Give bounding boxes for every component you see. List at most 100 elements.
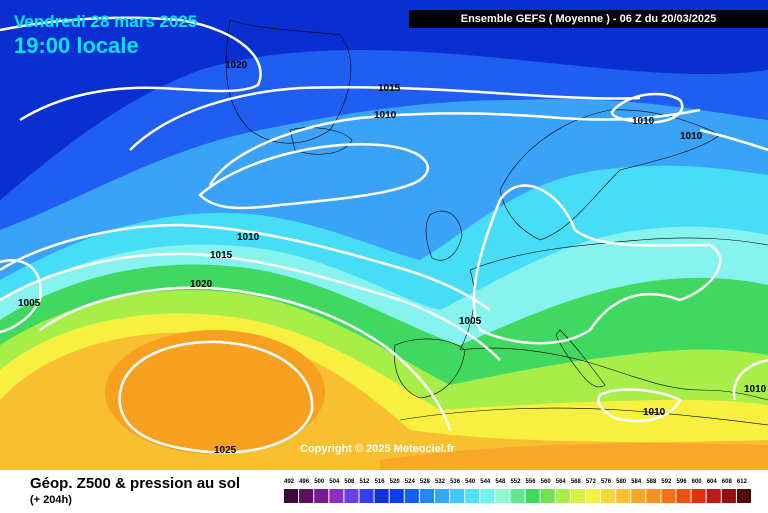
scale-swatch	[525, 489, 540, 503]
scale-value: 496	[299, 479, 310, 485]
model-run-info: Ensemble GEFS ( Moyenne ) - 06 Z du 20/0…	[409, 10, 768, 28]
isobar-label: 1015	[210, 250, 233, 261]
scale-swatch	[631, 489, 646, 503]
scale-swatch	[480, 489, 495, 503]
scale-swatch	[661, 489, 676, 503]
scale-swatch	[510, 489, 525, 503]
scale-swatch	[721, 489, 736, 503]
scale-value: 500	[314, 479, 325, 485]
scale-value: 584	[631, 479, 642, 485]
legend-footer: Géop. Z500 & pression au sol (+ 204h) 49…	[0, 470, 768, 512]
scale-swatch	[344, 489, 359, 503]
scale-value: 568	[570, 479, 581, 485]
north-africa	[399, 407, 768, 426]
scale-swatch	[450, 489, 465, 503]
isobar-label: 1015	[378, 83, 401, 94]
scale-value: 572	[585, 479, 596, 485]
z500-band-darkorange	[380, 443, 768, 470]
isobar-1015-north	[129, 85, 641, 151]
isobar-label: 1010	[744, 384, 767, 395]
isobar-1005-europe	[472, 184, 722, 345]
scale-value: 508	[344, 479, 355, 485]
scale-swatch	[359, 489, 374, 503]
scale-swatch	[299, 489, 314, 503]
scale-swatch	[465, 489, 480, 503]
isobar-1010-east	[699, 128, 768, 401]
isobar-1010-atlantic	[198, 143, 429, 210]
scale-value: 580	[616, 479, 627, 485]
scale-swatch	[555, 489, 570, 503]
isobar-1020-north	[0, 16, 262, 122]
isobars	[0, 16, 768, 454]
scale-swatch	[676, 489, 691, 503]
scandinavia	[499, 109, 721, 241]
isobar-label: 1010	[632, 116, 655, 127]
isobar-label: 1020	[225, 60, 248, 71]
scale-value: 596	[676, 479, 687, 485]
scale-swatch	[616, 489, 631, 503]
scale-value: 576	[601, 479, 612, 485]
forecast-time: 19:00 locale	[14, 33, 139, 58]
scale-value: 540	[465, 479, 476, 485]
isobar-label: 1005	[18, 298, 41, 309]
scale-value: 552	[510, 479, 521, 485]
scale-swatch	[706, 489, 721, 503]
scale-value: 612	[736, 479, 747, 485]
weather-map	[0, 0, 768, 470]
scale-value: 504	[329, 479, 340, 485]
scale-swatch	[601, 489, 616, 503]
scale-value: 556	[525, 479, 536, 485]
scale-value: 524	[404, 479, 415, 485]
scale-swatch	[329, 489, 344, 503]
scale-swatch	[314, 489, 329, 503]
isobar-label: 1010	[237, 232, 260, 243]
scale-value: 492	[284, 479, 295, 485]
scale-swatch	[434, 489, 450, 503]
forecast-date: Vendredi 28 mars 2025	[14, 12, 198, 31]
isobar-1015-mid	[0, 252, 501, 361]
copyright-text: Copyright © 2025 Meteociel.fr	[300, 443, 455, 455]
isobar-1005-west	[0, 259, 43, 334]
scale-value: 608	[721, 479, 732, 485]
isobar-label: 1025	[214, 445, 237, 456]
scale-value: 528	[419, 479, 430, 485]
scale-value: 532	[434, 479, 445, 485]
z500-high-core	[105, 330, 325, 454]
scale-swatch	[736, 489, 751, 503]
scale-value: 548	[495, 479, 506, 485]
color-scale-labels: 492 496 500 504 508 512 516 520 524 528 532 536 540 5…	[284, 479, 752, 488]
scale-value: 588	[646, 479, 657, 485]
scale-swatch	[691, 489, 706, 503]
scale-swatch	[404, 489, 419, 503]
scale-swatch	[585, 489, 601, 503]
british-isles	[425, 210, 463, 261]
scale-value: 560	[540, 479, 551, 485]
scale-swatch	[540, 489, 555, 503]
iberia	[394, 338, 466, 399]
isobar-label: 1010	[643, 407, 666, 418]
isobar-1010-low-scandi	[610, 92, 684, 124]
scale-value: 536	[450, 479, 461, 485]
scale-value: 512	[359, 479, 370, 485]
scale-value: 544	[480, 479, 491, 485]
isobar-label: 1020	[190, 279, 213, 290]
isobar-label: 1010	[680, 131, 703, 142]
scale-value: 604	[706, 479, 717, 485]
scale-value: 592	[661, 479, 672, 485]
isobar-label: 1005	[459, 316, 482, 327]
isobar-label: 1010	[374, 110, 397, 121]
scale-swatch	[419, 489, 434, 503]
scale-value: 600	[691, 479, 702, 485]
scale-swatch	[495, 489, 510, 503]
scale-swatch	[570, 489, 585, 503]
scale-swatch	[374, 489, 389, 503]
scale-swatch	[284, 489, 299, 503]
scale-swatch	[389, 489, 404, 503]
italy	[555, 329, 606, 388]
isobar-1010-med	[597, 388, 682, 423]
scale-swatch	[646, 489, 661, 503]
isobar-1010-mid	[0, 223, 491, 312]
scale-value: 516	[374, 479, 385, 485]
color-scale-bar	[284, 489, 751, 503]
isobar-1025-high	[118, 340, 314, 454]
